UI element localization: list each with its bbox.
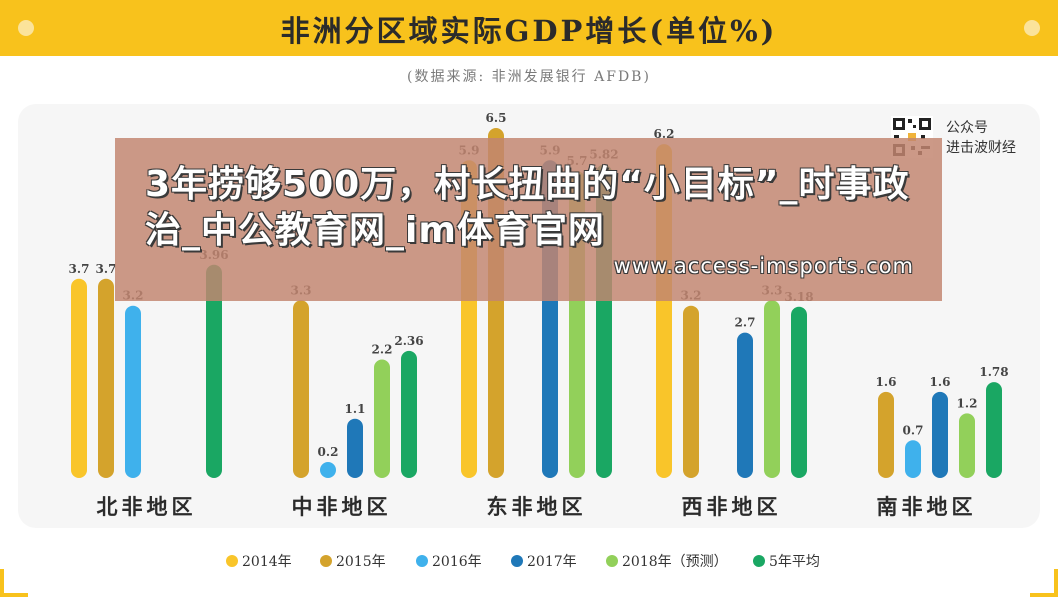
legend-swatch bbox=[320, 555, 332, 567]
bar bbox=[401, 350, 417, 478]
bar bbox=[932, 391, 948, 478]
bar-value-label: 1.2 bbox=[957, 396, 978, 410]
account-line-2: 进击波财经 bbox=[946, 140, 1016, 156]
legend-label: 2017年 bbox=[527, 554, 577, 570]
bar-value-label: 1.6 bbox=[876, 375, 897, 389]
title-banner: 非洲分区域实际GDP增长(单位%) bbox=[0, 0, 1058, 56]
bar bbox=[764, 300, 780, 478]
bar bbox=[737, 332, 753, 478]
bar-value-label: 2.2 bbox=[372, 343, 393, 357]
bar bbox=[791, 306, 807, 478]
data-source: (数据来源: 非洲发展银行 AFDB) bbox=[407, 69, 651, 85]
bar-value-label: 0.2 bbox=[318, 445, 339, 459]
wechat-account-label: 公众号 进击波财经 bbox=[946, 118, 1016, 158]
bar bbox=[905, 440, 921, 478]
bar-value-label: 6.5 bbox=[486, 111, 507, 125]
bar bbox=[347, 418, 363, 478]
legend-label: 2016年 bbox=[432, 554, 482, 570]
legend-label: 2018年（预测） bbox=[622, 554, 728, 570]
account-line-1: 公众号 bbox=[946, 120, 988, 136]
bar bbox=[683, 305, 699, 478]
bar bbox=[206, 264, 222, 478]
bar-value-label: 6.2 bbox=[654, 127, 675, 141]
category-label: 南非地区 bbox=[877, 494, 977, 519]
bar-value-label: 3.7 bbox=[69, 262, 90, 276]
legend-label: 5年平均 bbox=[769, 554, 820, 570]
corner-bracket-right bbox=[1030, 569, 1058, 597]
legend-swatch bbox=[226, 555, 238, 567]
bar bbox=[878, 391, 894, 478]
bar bbox=[293, 300, 309, 478]
category-label: 东非地区 bbox=[487, 494, 587, 519]
bar bbox=[320, 462, 336, 478]
bar bbox=[125, 305, 141, 478]
bar-value-label: 0.7 bbox=[903, 423, 924, 437]
bar-value-label: 2.36 bbox=[394, 334, 423, 348]
category-label: 北非地区 bbox=[97, 494, 197, 519]
legend-swatch bbox=[606, 555, 618, 567]
bar-value-label: 1.78 bbox=[979, 365, 1008, 379]
bar bbox=[986, 382, 1002, 478]
category-label: 中非地区 bbox=[292, 494, 392, 519]
legend-swatch bbox=[511, 555, 523, 567]
chart-title: 非洲分区域实际GDP增长(单位%) bbox=[280, 14, 778, 48]
bar bbox=[98, 278, 114, 478]
bar-value-label: 1.1 bbox=[345, 402, 366, 416]
legend-swatch bbox=[416, 555, 428, 567]
bar bbox=[374, 359, 390, 478]
overlay-title: 3年捞够500万，村长扭曲的“小目标”_时事政治_中公教育网_im体育官网 bbox=[145, 164, 910, 251]
bar-value-label: 2.7 bbox=[735, 316, 756, 330]
corner-bracket-left bbox=[0, 569, 28, 597]
banner-dot-right bbox=[1024, 20, 1040, 36]
bar-value-label: 1.6 bbox=[930, 375, 951, 389]
category-label: 西非地区 bbox=[682, 494, 782, 519]
overlay-banner: 3年捞够500万，村长扭曲的“小目标”_时事政治_中公教育网_im体育官网 ww… bbox=[115, 138, 942, 301]
banner-dot-left bbox=[18, 20, 34, 36]
legend-swatch bbox=[753, 555, 765, 567]
overlay-url[interactable]: www.access-imsports.com bbox=[613, 254, 914, 278]
legend-label: 2014年 bbox=[242, 554, 292, 570]
legend-label: 2015年 bbox=[336, 554, 386, 570]
bar bbox=[71, 278, 87, 478]
bar-value-label: 3.7 bbox=[96, 262, 117, 276]
bar bbox=[959, 413, 975, 478]
